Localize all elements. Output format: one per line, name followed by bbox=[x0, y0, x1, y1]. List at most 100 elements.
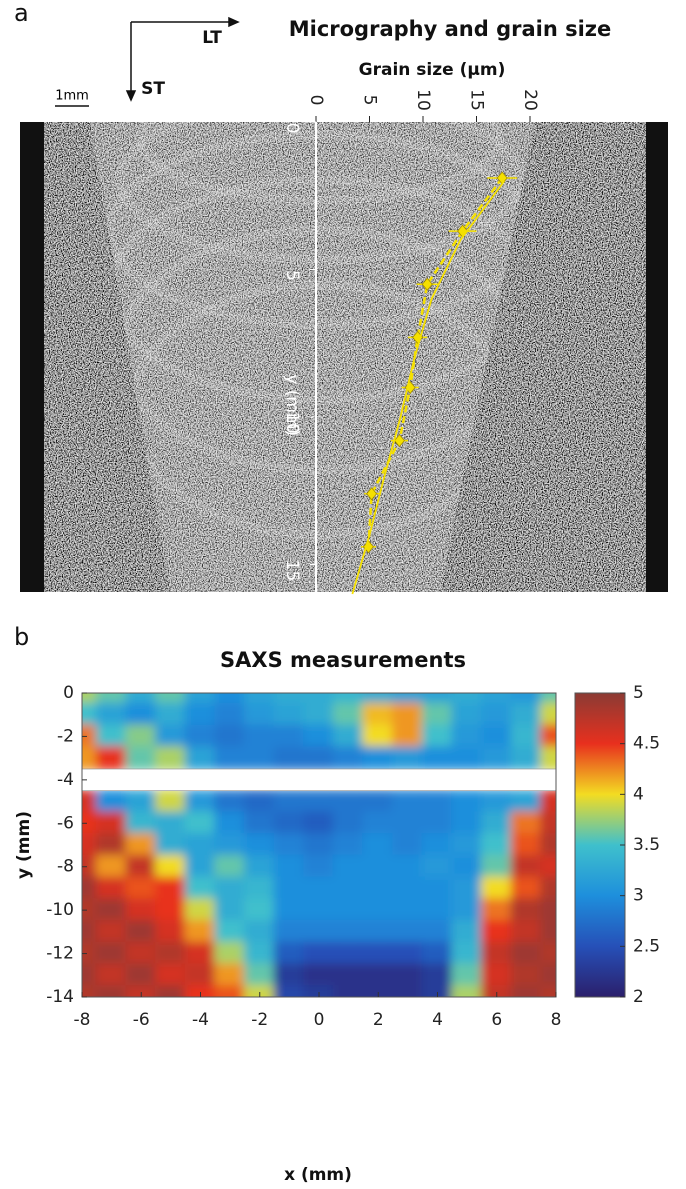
y-tick-label: -10 bbox=[46, 900, 74, 920]
cell bbox=[362, 746, 395, 770]
x-tick-label: -8 bbox=[74, 1010, 91, 1030]
cell bbox=[480, 920, 513, 944]
cell bbox=[480, 724, 513, 749]
cell bbox=[273, 724, 306, 749]
cell bbox=[125, 811, 158, 836]
cell bbox=[332, 789, 365, 814]
cell bbox=[273, 920, 306, 944]
cell bbox=[82, 963, 98, 988]
x-axis-label: x (mm) bbox=[284, 1165, 352, 1185]
cell bbox=[362, 941, 395, 966]
cell bbox=[243, 789, 276, 814]
cell bbox=[95, 963, 128, 988]
cell bbox=[480, 693, 513, 705]
cell bbox=[214, 702, 246, 727]
cell bbox=[214, 746, 246, 770]
cell bbox=[421, 789, 454, 814]
cell bbox=[82, 693, 98, 705]
x-tick-label: 15 bbox=[467, 89, 487, 111]
x-tick-label: 2 bbox=[373, 1010, 384, 1030]
cell bbox=[451, 724, 483, 749]
cell bbox=[273, 833, 306, 857]
cell bbox=[155, 985, 187, 998]
cell bbox=[273, 898, 306, 922]
annotation: LT bbox=[202, 28, 222, 48]
x-tick-label: 8 bbox=[551, 1010, 562, 1030]
cell bbox=[362, 693, 395, 705]
cell bbox=[480, 963, 513, 988]
cell bbox=[362, 811, 395, 836]
cell bbox=[510, 746, 543, 770]
cell bbox=[451, 693, 483, 705]
cell bbox=[82, 702, 98, 727]
cell bbox=[184, 920, 217, 944]
cell bbox=[303, 789, 335, 814]
cell bbox=[214, 811, 246, 836]
cell bbox=[362, 854, 395, 879]
cell bbox=[332, 985, 365, 998]
cell bbox=[184, 746, 217, 770]
cell bbox=[421, 876, 454, 901]
cell bbox=[155, 702, 187, 727]
cell bbox=[82, 876, 98, 901]
cell bbox=[451, 898, 483, 922]
x-tick-label: -6 bbox=[133, 1010, 150, 1030]
cell bbox=[155, 920, 187, 944]
cell bbox=[95, 833, 128, 857]
cell bbox=[303, 920, 335, 944]
heatmap-cells bbox=[82, 693, 556, 998]
cell bbox=[362, 724, 395, 749]
cell bbox=[125, 702, 158, 727]
cell bbox=[303, 985, 335, 998]
cell bbox=[392, 833, 424, 857]
cell bbox=[451, 941, 483, 966]
cell bbox=[362, 702, 395, 727]
cell bbox=[184, 941, 217, 966]
cell bbox=[273, 789, 306, 814]
cell bbox=[392, 724, 424, 749]
colorbar-tick-label: 4.5 bbox=[633, 734, 660, 754]
cell bbox=[214, 854, 246, 879]
cell bbox=[303, 724, 335, 749]
cell bbox=[82, 833, 98, 857]
cell bbox=[82, 985, 98, 998]
cell bbox=[510, 963, 543, 988]
cell bbox=[155, 854, 187, 879]
cell bbox=[243, 898, 276, 922]
heatmap bbox=[82, 693, 556, 998]
cell bbox=[155, 789, 187, 814]
cell bbox=[421, 920, 454, 944]
cell bbox=[421, 811, 454, 836]
cell bbox=[184, 811, 217, 836]
cell bbox=[243, 693, 276, 705]
orientation-arrows bbox=[55, 16, 240, 107]
cell bbox=[332, 702, 365, 727]
cell bbox=[332, 898, 365, 922]
cell bbox=[82, 724, 98, 749]
cell bbox=[125, 833, 158, 857]
y-tick-label: -6 bbox=[57, 813, 74, 833]
cell bbox=[95, 693, 128, 705]
cell bbox=[125, 985, 158, 998]
cell bbox=[184, 789, 217, 814]
marker bbox=[366, 487, 378, 501]
y-tick-label: 10 bbox=[282, 412, 302, 434]
cell bbox=[392, 941, 424, 966]
cell bbox=[303, 746, 335, 770]
cell bbox=[332, 941, 365, 966]
cell bbox=[362, 789, 395, 814]
line bbox=[351, 180, 506, 595]
cell bbox=[303, 963, 335, 988]
cell bbox=[392, 985, 424, 998]
cell bbox=[332, 963, 365, 988]
cell bbox=[214, 941, 246, 966]
cell bbox=[95, 724, 128, 749]
colorbar-tick-label: 2.5 bbox=[633, 936, 660, 956]
cell bbox=[273, 811, 306, 836]
cell bbox=[243, 876, 276, 901]
cell bbox=[125, 920, 158, 944]
cell bbox=[510, 724, 543, 749]
y-tick-label: -8 bbox=[57, 857, 74, 877]
cell bbox=[125, 724, 158, 749]
